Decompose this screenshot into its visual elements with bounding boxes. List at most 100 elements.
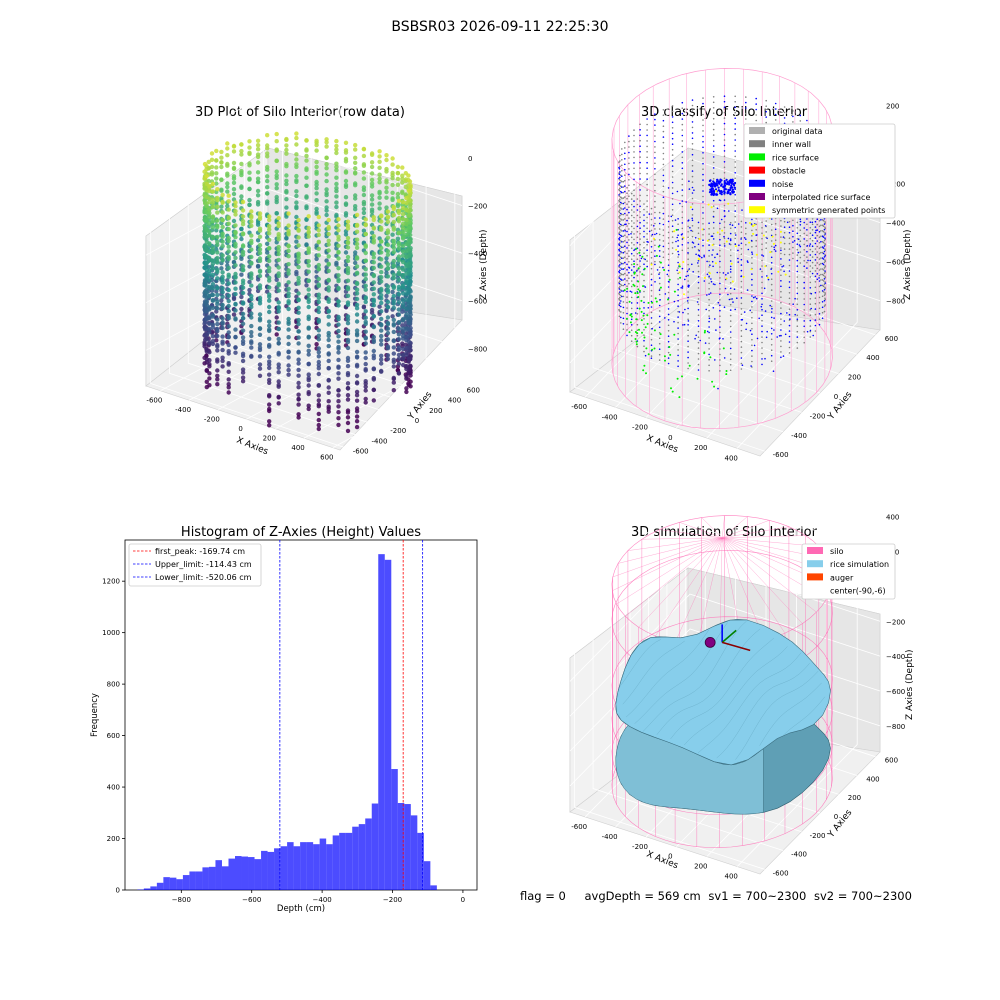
wall-point (687, 329, 689, 332)
wall-point (761, 336, 763, 338)
wall-point (723, 204, 726, 207)
wall-point (619, 236, 621, 239)
wall-point (809, 248, 812, 251)
wall-point (667, 291, 670, 294)
wall-point (751, 246, 753, 248)
wall-point (751, 344, 753, 347)
wall-point (626, 236, 628, 238)
wall-point (814, 275, 817, 278)
wall-point (719, 309, 721, 312)
noise-point (650, 357, 653, 360)
raw-data-point (369, 193, 375, 198)
wall-point (755, 229, 757, 231)
raw-plot-zlabel: Z Axies (Depth) (479, 229, 489, 300)
raw-data-point (408, 204, 413, 209)
raw-data-point (207, 184, 212, 190)
wall-point (780, 285, 782, 288)
wall-point (658, 222, 661, 225)
wall-point (687, 225, 689, 228)
raw-data-point (353, 166, 358, 171)
raw-data-point (226, 265, 231, 271)
noise-cluster-point (713, 192, 716, 195)
raw-data-point (354, 409, 360, 414)
wall-point (691, 203, 694, 205)
raw-data-point (400, 216, 406, 222)
raw-data-point (267, 323, 272, 328)
wall-point (643, 263, 645, 266)
wall-point (734, 150, 736, 152)
raw-data-point (204, 290, 209, 295)
wall-point (658, 337, 661, 340)
raw-data-point (276, 283, 281, 288)
raw-data-point (391, 380, 396, 385)
wall-point (796, 227, 799, 229)
wall-point (622, 219, 625, 221)
raw-data-point (233, 291, 238, 297)
wall-point (822, 230, 825, 233)
raw-data-point (334, 150, 339, 156)
grid-line (569, 197, 881, 324)
wall-point (662, 212, 665, 215)
wall-point (761, 314, 763, 317)
rice-mesh-line (642, 620, 747, 732)
rice-surface-point (711, 380, 714, 383)
wall-point (761, 319, 763, 322)
legend-label: silo (830, 547, 844, 556)
rice-surface-point (653, 329, 656, 332)
wall-point (803, 232, 805, 235)
wall-point (639, 183, 641, 186)
wall-point (824, 231, 826, 234)
raw-data-point (226, 315, 231, 321)
wall-point (667, 220, 670, 223)
raw-data-point (363, 258, 368, 263)
wall-point (619, 231, 621, 233)
wall-point (628, 217, 630, 219)
raw-data-point (391, 249, 396, 255)
y-tick-label: 200 (848, 794, 861, 802)
raw-data-point (215, 333, 220, 339)
wall-point (751, 360, 753, 363)
wall-point (751, 333, 753, 336)
raw-data-point (296, 321, 301, 327)
rice-surface-point (679, 276, 682, 279)
noise-point (706, 260, 708, 263)
raw-data-point (226, 221, 231, 226)
noise-point (668, 281, 670, 283)
raw-data-point (214, 148, 219, 154)
wall-point (667, 231, 670, 234)
wall-point (765, 247, 767, 250)
wall-point (719, 244, 721, 246)
histogram-title: Histogram of Z-Axies (Height) Values (181, 525, 421, 540)
wall-point (618, 189, 621, 192)
raw-data-point (345, 363, 351, 369)
raw-data-point (354, 398, 360, 403)
raw-plot-points (202, 131, 413, 434)
z-tick-label: −800 (886, 723, 905, 731)
wall-point (687, 296, 689, 299)
wall-point (630, 252, 633, 255)
raw-data-point (207, 376, 212, 381)
raw-data-point (371, 356, 376, 361)
wall-point (799, 251, 802, 253)
raw-data-point (286, 372, 291, 377)
raw-data-point (336, 422, 341, 428)
wall-point (792, 115, 794, 118)
wall-point (729, 260, 732, 262)
raw-data-point (371, 303, 376, 308)
raw-data-point (284, 188, 289, 194)
wall-point (628, 184, 630, 187)
wall-point (824, 242, 826, 245)
histogram-xlabel: Depth (cm) (277, 904, 325, 914)
rice-surface-point (651, 301, 654, 304)
noise-cluster-point (714, 188, 718, 191)
wall-point (639, 254, 641, 257)
wall-point (626, 279, 628, 282)
wall-point (708, 222, 710, 224)
wall-point (620, 256, 622, 259)
noise-point (731, 298, 733, 300)
noise-point (694, 337, 696, 340)
raw-data-point (316, 366, 321, 371)
raw-data-point (257, 347, 263, 353)
raw-data-point (249, 323, 254, 329)
noise-point (797, 251, 800, 254)
